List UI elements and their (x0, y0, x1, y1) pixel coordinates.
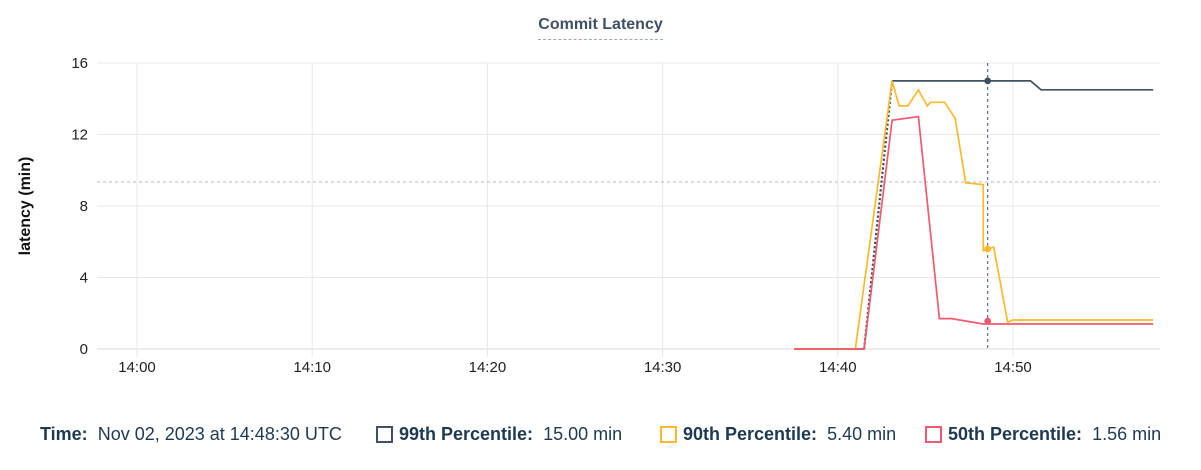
svg-text:14:30: 14:30 (644, 359, 682, 376)
svg-text:14:50: 14:50 (994, 359, 1032, 376)
svg-text:0: 0 (80, 341, 88, 358)
svg-text:4: 4 (80, 270, 88, 287)
svg-text:14:20: 14:20 (469, 359, 507, 376)
svg-text:14:10: 14:10 (293, 359, 331, 376)
svg-text:12: 12 (71, 127, 88, 144)
svg-text:8: 8 (80, 198, 88, 215)
svg-text:14:00: 14:00 (118, 359, 156, 376)
svg-text:latency (min): latency (min) (17, 157, 34, 256)
svg-text:16: 16 (71, 55, 88, 72)
svg-text:14:40: 14:40 (819, 359, 857, 376)
